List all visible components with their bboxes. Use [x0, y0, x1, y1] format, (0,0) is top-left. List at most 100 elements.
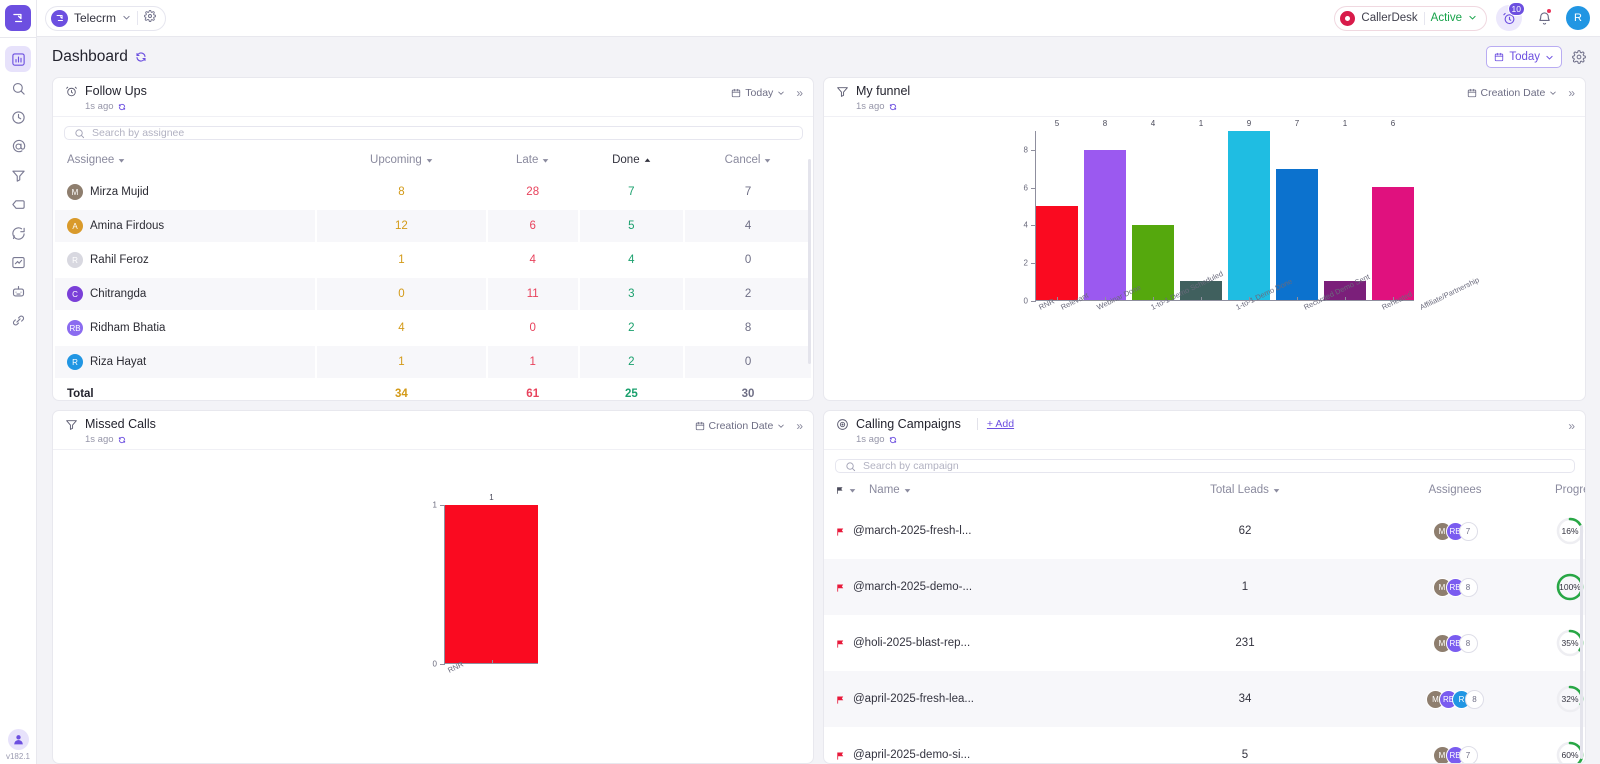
expand-button[interactable]: » — [1568, 86, 1575, 100]
cell-late: 11 — [526, 288, 539, 300]
assignee-avatars[interactable]: M RB R 8 — [1426, 689, 1484, 709]
alarm-icon[interactable]: 10 — [1496, 2, 1525, 31]
bar[interactable] — [1084, 149, 1126, 300]
table-row[interactable]: M Mirza Mujid 8 28 7 7 — [55, 176, 811, 208]
campaign-row[interactable]: @april-2025-demo-si... 5 M RB 7 60% — [824, 727, 1586, 763]
cell-assignee: R Riza Hayat — [55, 346, 315, 378]
page-settings-gear-icon[interactable] — [1572, 50, 1586, 64]
bar-value-label: 4 — [1150, 119, 1156, 128]
total-leads: 1 — [1241, 581, 1249, 593]
follow-ups-date-filter[interactable]: Today — [731, 87, 785, 99]
workspace-selector[interactable]: Telecrm — [45, 5, 167, 31]
col-header-cancel[interactable]: Cancel — [685, 147, 811, 174]
search-campaign-input[interactable]: Search by campaign — [835, 459, 1575, 473]
sidebar-item-tags[interactable] — [5, 191, 31, 217]
assignee-avatars[interactable]: M RB 7 — [1432, 521, 1478, 541]
last-updated: 1s ago — [85, 101, 147, 112]
assignee-name: Ridham Bhatia — [90, 322, 166, 334]
col-header-total-leads[interactable]: Total Leads — [1135, 484, 1355, 496]
support-agent-icon[interactable] — [7, 729, 29, 750]
sidebar-item-analytics[interactable] — [5, 249, 31, 275]
table-row[interactable]: RB Ridham Bhatia 4 0 2 8 — [55, 312, 811, 344]
campaign-row[interactable]: @march-2025-fresh-l... 62 M RB 7 16% — [824, 503, 1585, 559]
flag-filter[interactable] — [835, 485, 856, 495]
bar[interactable] — [1180, 281, 1222, 300]
bar[interactable] — [1372, 187, 1414, 300]
sidebar-item-whatsapp[interactable] — [5, 220, 31, 246]
chevron-right-icon[interactable] — [1585, 525, 1586, 538]
refresh-icon[interactable] — [118, 103, 126, 111]
refresh-icon[interactable] — [889, 436, 897, 444]
scrollbar[interactable] — [1580, 525, 1583, 759]
sidebar-item-filters[interactable] — [5, 162, 31, 188]
cell-cancel: 4 — [744, 220, 752, 232]
col-header-name[interactable]: Name — [835, 484, 1135, 496]
callerdesk-status[interactable]: CallerDesk Active — [1334, 5, 1487, 31]
dashboard-grid: Follow Ups 1s ago — [37, 77, 1600, 764]
flag-icon[interactable] — [835, 582, 846, 593]
assignee-avatars[interactable]: M RB 8 — [1432, 577, 1478, 597]
sidebar-item-dashboard[interactable] — [5, 46, 31, 72]
avatar[interactable]: R — [1566, 6, 1590, 30]
y-tick — [1031, 187, 1036, 189]
cell-cancel: 0 — [744, 356, 752, 368]
refresh-icon[interactable] — [135, 51, 147, 63]
progress-label: 32% — [1561, 694, 1579, 704]
campaign-row[interactable]: @holi-2025-blast-rep... 231 M RB 8 35% — [824, 615, 1585, 671]
rail-items — [0, 38, 36, 333]
table-row[interactable]: A Amina Firdous 12 6 5 4 — [55, 210, 811, 242]
table-row[interactable]: C Chitrangda 0 11 3 2 — [55, 278, 811, 310]
bar[interactable] — [1132, 224, 1174, 300]
gear-icon[interactable] — [144, 9, 156, 27]
cell-cancel: 7 — [744, 186, 752, 198]
bar[interactable] — [1276, 168, 1318, 300]
x-axis-labels: RNR — [445, 660, 538, 690]
assignee-avatars[interactable]: M RB 8 — [1432, 633, 1478, 653]
flag-icon[interactable] — [835, 694, 846, 705]
flag-icon[interactable] — [835, 526, 846, 537]
telecrm-logo-icon[interactable] — [5, 5, 31, 31]
last-updated-text: 1s ago — [85, 101, 114, 112]
expand-button[interactable]: » — [1568, 419, 1575, 433]
sidebar-item-recent[interactable] — [5, 104, 31, 130]
col-header-assignee[interactable]: Assignee — [55, 147, 315, 174]
bar[interactable] — [1228, 131, 1270, 300]
total-done: 25 — [624, 388, 638, 400]
sidebar-item-search[interactable] — [5, 75, 31, 101]
flag-icon[interactable] — [835, 750, 846, 761]
chevron-right-icon[interactable] — [1585, 637, 1586, 650]
flag-icon[interactable] — [835, 638, 846, 649]
table-row[interactable]: R Riza Hayat 1 1 2 0 — [55, 346, 811, 378]
bar[interactable] — [1036, 206, 1078, 300]
date-filter-today[interactable]: Today — [1486, 46, 1562, 68]
funnel-icon — [836, 85, 849, 112]
campaign-row[interactable]: @march-2025-demo-... 1 M RB 8 100% — [824, 559, 1585, 615]
assignee-avatars[interactable]: M RB 7 — [1432, 745, 1478, 763]
sidebar-item-mentions[interactable] — [5, 133, 31, 159]
refresh-icon[interactable] — [118, 436, 126, 444]
sidebar-item-automation[interactable] — [5, 278, 31, 304]
chevron-right-icon[interactable] — [1585, 693, 1586, 706]
cell-late: 4 — [529, 254, 536, 266]
col-header-late[interactable]: Late — [488, 147, 578, 174]
my-funnel-date-filter[interactable]: Creation Date — [1467, 87, 1558, 99]
add-campaign-button[interactable]: + Add — [976, 418, 1014, 430]
missed-calls-date-filter[interactable]: Creation Date — [695, 420, 786, 432]
chevron-right-icon[interactable] — [1585, 749, 1586, 762]
search-assignee-input[interactable]: Search by assignee — [64, 126, 803, 140]
col-header-done[interactable]: Done — [580, 147, 684, 174]
refresh-icon[interactable] — [889, 103, 897, 111]
chevron-right-icon[interactable] — [1585, 581, 1586, 594]
scrollbar[interactable] — [808, 159, 811, 364]
col-header-upcoming[interactable]: Upcoming — [317, 147, 486, 174]
progress-label: 100% — [1559, 582, 1581, 592]
bell-icon[interactable] — [1531, 5, 1557, 31]
bar[interactable] — [445, 505, 538, 663]
table-row[interactable]: R Rahil Feroz 1 4 4 0 — [55, 244, 811, 276]
campaign-row[interactable]: @april-2025-fresh-lea... 34 M RB R 8 32% — [824, 671, 1585, 727]
expand-button[interactable]: » — [796, 419, 803, 433]
expand-button[interactable]: » — [796, 86, 803, 100]
bar[interactable] — [1324, 281, 1366, 300]
col-header-progress[interactable]: Progress — [1555, 484, 1585, 496]
sidebar-item-integrations[interactable] — [5, 307, 31, 333]
